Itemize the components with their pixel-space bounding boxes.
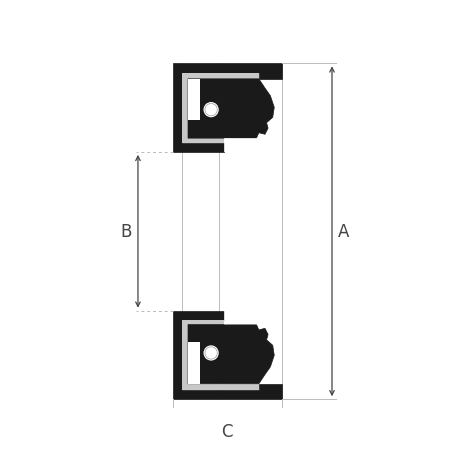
Polygon shape (181, 139, 224, 143)
Polygon shape (224, 307, 264, 325)
Text: B: B (120, 223, 132, 241)
Polygon shape (224, 139, 264, 157)
Polygon shape (188, 322, 274, 384)
Polygon shape (188, 80, 274, 142)
Polygon shape (188, 342, 200, 384)
Text: A: A (336, 223, 348, 241)
Polygon shape (181, 384, 258, 390)
Polygon shape (181, 73, 258, 80)
Polygon shape (181, 320, 224, 325)
Circle shape (202, 345, 219, 362)
Polygon shape (181, 320, 188, 384)
Polygon shape (172, 64, 281, 153)
Circle shape (205, 104, 217, 117)
Circle shape (202, 102, 219, 119)
Polygon shape (172, 311, 281, 399)
Polygon shape (181, 80, 188, 143)
Text: C: C (221, 422, 233, 440)
Polygon shape (188, 80, 200, 121)
Circle shape (205, 347, 217, 359)
